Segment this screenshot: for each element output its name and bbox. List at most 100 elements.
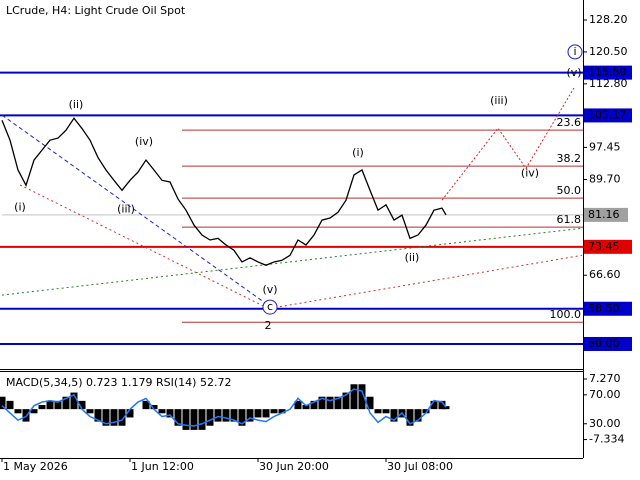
macd-bar <box>254 409 262 418</box>
y-tick-label: 89.70 <box>589 173 621 186</box>
macd-bar <box>38 405 46 410</box>
macd-bar <box>390 409 398 422</box>
macd-bar <box>158 409 166 414</box>
macd-bar <box>142 400 150 410</box>
level-label: 58.50 <box>588 302 620 315</box>
macd-bar <box>278 409 286 414</box>
level-label: 50.00 <box>588 337 620 350</box>
macd-bar <box>302 405 310 410</box>
wave-label: (i) <box>14 200 26 213</box>
y-tick-label: 120.50 <box>589 45 628 58</box>
macd-bar <box>198 409 206 430</box>
macd-bar <box>366 396 374 410</box>
macd-bar <box>382 409 390 414</box>
fib-label: 50.0 <box>557 184 582 197</box>
macd-bar <box>430 400 438 410</box>
macd-bar <box>214 409 222 422</box>
x-tick-label: 30 Jun 20:00 <box>259 460 329 473</box>
x-tick-label: 30 Jul 08:00 <box>387 460 453 473</box>
wave-label: (ii) <box>69 98 84 111</box>
wave-circle <box>567 44 583 60</box>
macd-bar <box>54 400 62 410</box>
y-tick-label: 128.20 <box>589 13 628 26</box>
macd-bar <box>62 396 70 410</box>
macd-bar <box>182 409 190 430</box>
macd-bar <box>6 400 14 410</box>
macd-bar <box>422 409 430 414</box>
fib-label: 23.6 <box>557 116 582 129</box>
fib-label: 38.2 <box>557 152 582 165</box>
level-label: 115.50 <box>588 66 627 79</box>
macd-bar <box>318 396 326 410</box>
fib-label: 100.0 <box>550 308 582 321</box>
rsi-line <box>1 388 447 427</box>
macd-bar <box>374 409 382 414</box>
y-tick-label: 66.60 <box>589 268 621 281</box>
last-price-box <box>584 207 628 222</box>
macd-bar <box>310 400 318 410</box>
indicator-title: MACD(5,34,5) 0.723 1.179 RSI(14) 52.72 <box>6 376 231 389</box>
forecast-line <box>441 87 575 201</box>
macd-bar <box>406 409 414 426</box>
y-tick-label: -7.334 <box>589 433 624 446</box>
wave-label: (iii) <box>490 94 508 107</box>
level-box <box>584 65 632 80</box>
macd-bar <box>118 409 126 426</box>
macd-bar <box>70 392 78 410</box>
y-tick-label: 112.80 <box>589 77 628 90</box>
macd-bar <box>126 409 134 418</box>
macd-bar <box>414 409 422 422</box>
wave-circle <box>262 299 278 315</box>
chart-title: LCrude, H4: Light Crude Oil Spot <box>6 4 186 17</box>
macd-bar <box>246 409 254 422</box>
y2-tick-label: 30.00 <box>589 417 621 430</box>
macd-bar <box>206 409 214 426</box>
macd-bar <box>270 409 278 414</box>
level-box <box>584 301 632 316</box>
macd-bar <box>190 409 198 430</box>
macd-bar <box>326 396 334 410</box>
macd-bar <box>166 409 174 418</box>
macd-bar <box>102 409 110 426</box>
fib-label: 61.8 <box>557 213 582 226</box>
macd-bar <box>222 409 230 422</box>
level-label: 105.17 <box>588 108 627 121</box>
wave-label: i <box>573 45 576 58</box>
y-tick-label: 7.270 <box>589 372 621 385</box>
macd-bar <box>150 405 158 410</box>
macd-bar <box>78 400 86 410</box>
macd-bar <box>94 409 102 422</box>
level-box <box>584 108 632 123</box>
wave-label: (iii) <box>117 202 135 215</box>
macd-bar <box>358 384 366 410</box>
last-price-label: 81.16 <box>588 208 620 221</box>
macd-bar <box>230 409 238 422</box>
macd-bar <box>14 409 22 414</box>
macd-bar <box>110 409 118 426</box>
macd-bar <box>442 406 450 410</box>
macd-bar <box>438 400 446 410</box>
price-line <box>1 117 447 266</box>
x-tick-label: 1 May 2026 <box>3 460 68 473</box>
macd-bar <box>294 400 302 410</box>
macd-bar <box>86 409 94 414</box>
wave-label: (iv) <box>135 135 153 148</box>
level-box <box>584 239 632 254</box>
wave-label: (v) <box>566 66 581 79</box>
y2-tick-label: 70.00 <box>589 388 621 401</box>
wave-label: (iv) <box>521 166 539 179</box>
macd-bar <box>238 409 246 426</box>
trendline <box>1 114 269 306</box>
macd-bar <box>342 392 350 410</box>
macd-bar <box>174 409 182 426</box>
y-tick-label: 97.45 <box>589 140 621 153</box>
trendline <box>19 184 269 309</box>
wave-label: (v) <box>262 283 277 296</box>
wave-label: (ii) <box>405 251 420 264</box>
wave-label: c <box>267 300 273 313</box>
x-tick-label: 1 Jun 12:00 <box>131 460 194 473</box>
macd-bar <box>334 396 342 410</box>
macd-bar <box>30 409 38 414</box>
level-box <box>584 336 632 351</box>
